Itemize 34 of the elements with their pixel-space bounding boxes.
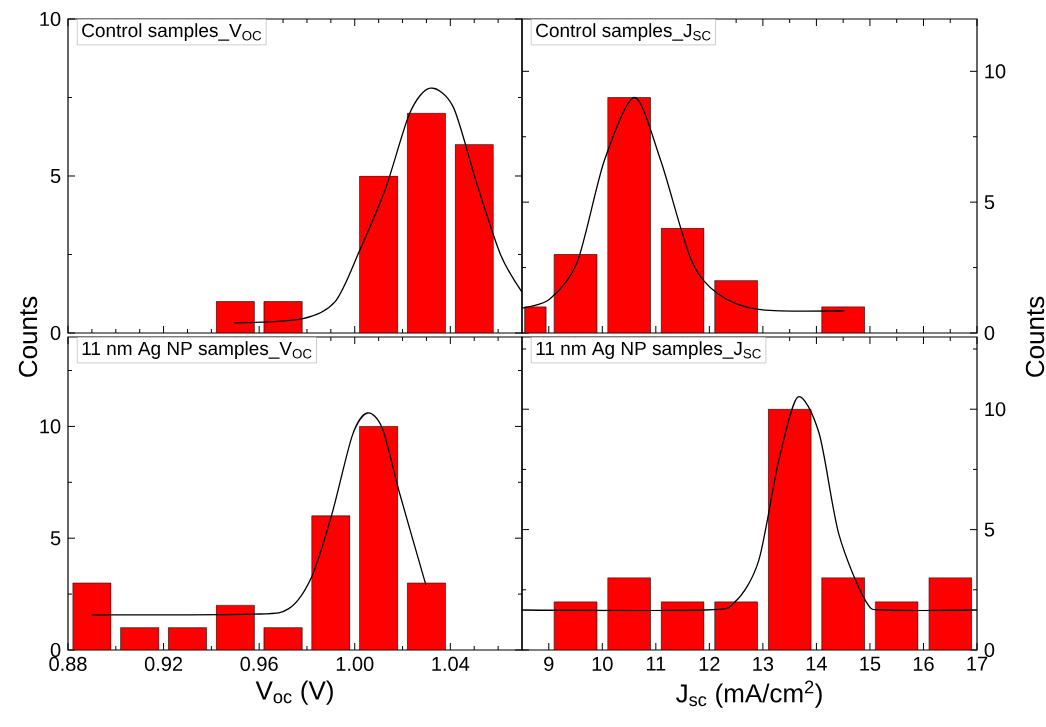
chart-title: 11 nm Ag NP samples_J$_{SC}$ <box>536 341 761 359</box>
y-tick-label: 0 <box>984 325 995 341</box>
x-tick-label: 1.04 <box>432 656 470 671</box>
y-tick-label: 10 <box>985 64 1006 79</box>
x-tick-label: 16 <box>913 656 934 671</box>
x-tick-label: 14 <box>806 656 827 671</box>
x-tick-label: 13 <box>753 656 774 671</box>
y-tick-label: 5 <box>984 195 995 210</box>
x-tick-label: 15 <box>860 656 881 671</box>
y-tick-label: 5 <box>50 169 61 183</box>
x-tick-label: 1.00 <box>336 656 374 671</box>
x-tick-label: 12 <box>699 656 720 671</box>
y-tick-label: 0 <box>50 325 61 341</box>
x-tick-label: 0.88 <box>49 656 87 671</box>
y-tick-label: 10 <box>985 402 1006 417</box>
chart-title: 11 nm Ag NP samples_V$_{OC}$ <box>82 341 312 359</box>
x-tick-label: 0.92 <box>144 656 183 671</box>
y-tick-label: 10 <box>40 11 61 27</box>
x-axis-title: V$_{oc}$ (V) <box>255 680 333 705</box>
chart-title: Control samples_V$_{OC}$ <box>82 23 262 41</box>
y-axis-title: Counts <box>1025 296 1045 377</box>
y-tick-label: 0 <box>50 642 61 658</box>
chart-title: Control samples_J$_{SC}$ <box>536 23 711 41</box>
x-tick-label: 10 <box>592 656 613 671</box>
y-axis-title: Counts <box>18 296 38 377</box>
x-tick-label: 17 <box>967 656 988 671</box>
y-tick-label: 5 <box>50 531 61 546</box>
x-tick-label: 9 <box>544 656 554 671</box>
x-tick-label: 0.96 <box>240 656 278 671</box>
y-tick-label: 5 <box>984 522 995 537</box>
y-tick-label: 10 <box>40 419 61 434</box>
x-axis-title: J$_{sc}$ (mA/cm$^{2}$) <box>676 680 822 708</box>
x-tick-label: 11 <box>646 656 666 671</box>
y-tick-label: 0 <box>984 642 995 658</box>
